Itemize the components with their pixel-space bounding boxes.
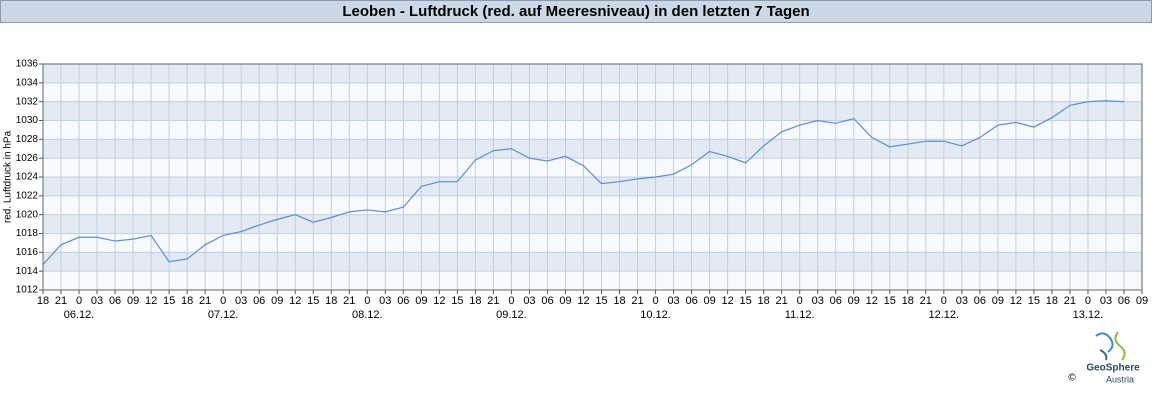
x-tick-label: 09 xyxy=(559,295,571,307)
x-tick-label: 21 xyxy=(343,295,355,307)
date-label: 08.12. xyxy=(352,309,383,321)
x-tick-label: 0 xyxy=(1085,295,1091,307)
grid-band xyxy=(43,252,1142,272)
x-tick-label: 06 xyxy=(830,295,842,307)
x-tick-label: 12 xyxy=(721,295,733,307)
copyright: © xyxy=(1068,373,1076,384)
date-label: 06.12. xyxy=(64,309,95,321)
y-tick-label: 1026 xyxy=(16,153,39,164)
x-tick-label: 06 xyxy=(541,295,553,307)
data-line xyxy=(42,100,1125,265)
x-tick-label: 0 xyxy=(652,295,658,307)
x-tick-label: 09 xyxy=(415,295,427,307)
logo-mark xyxy=(1095,331,1126,361)
grid-band xyxy=(43,101,1142,121)
x-tick-label: 21 xyxy=(487,295,499,307)
chart-title: Leoben - Luftdruck (red. auf Meeresnivea… xyxy=(342,3,809,20)
date-label: 11.12. xyxy=(785,309,815,321)
x-tick-label: 18 xyxy=(181,295,193,307)
x-tick-label: 18 xyxy=(469,295,481,307)
y-tick-label: 1036 xyxy=(16,59,39,70)
x-tick-label: 18 xyxy=(325,295,337,307)
x-tick-label: 0 xyxy=(508,295,514,307)
x-tick-label: 06 xyxy=(974,295,986,307)
plot-border xyxy=(42,63,1143,291)
x-tick-label: 03 xyxy=(1100,295,1112,307)
x-tick-label: 03 xyxy=(956,295,968,307)
x-tick-label: 15 xyxy=(740,295,752,307)
x-tick-label: 21 xyxy=(55,295,67,307)
x-tick-label: 0 xyxy=(76,295,82,307)
x-tick-label: 06 xyxy=(109,295,121,307)
x-tick-label: 03 xyxy=(812,295,824,307)
logo-name: GeoSphere xyxy=(1086,363,1140,374)
y-tick-label: 1024 xyxy=(16,172,39,183)
x-tick-label: 18 xyxy=(613,295,625,307)
date-label: 10.12. xyxy=(640,309,671,321)
x-tick-label: 18 xyxy=(37,295,49,307)
x-tick-label: 12 xyxy=(577,295,589,307)
x-tick-label: 0 xyxy=(364,295,370,307)
y-tick-label: 1020 xyxy=(16,209,39,220)
x-tick-label: 12 xyxy=(866,295,878,307)
y-tick-label: 1030 xyxy=(16,115,39,126)
x-tick-label: 21 xyxy=(631,295,643,307)
x-tick-label: 15 xyxy=(595,295,607,307)
x-tick-label: 03 xyxy=(667,295,679,307)
x-tick-label: 06 xyxy=(685,295,697,307)
date-label: 07.12. xyxy=(208,309,239,321)
x-tick-label: 21 xyxy=(920,295,932,307)
x-tick-label: 09 xyxy=(271,295,283,307)
grid-band xyxy=(43,64,1142,83)
x-tick-label: 03 xyxy=(91,295,103,307)
x-tick-label: 0 xyxy=(941,295,947,307)
y-tick-label: 1016 xyxy=(16,247,39,258)
x-tick-label: 12 xyxy=(289,295,301,307)
x-tick-label: 0 xyxy=(220,295,226,307)
y-tick-label: 1018 xyxy=(16,228,39,239)
x-tick-label: 09 xyxy=(992,295,1004,307)
x-tick-label: 15 xyxy=(163,295,175,307)
x-tick-label: 15 xyxy=(884,295,896,307)
x-tick-label: 18 xyxy=(1046,295,1058,307)
y-axis-label: red. Luftdruck in hPa xyxy=(3,130,14,223)
x-tick-label: 06 xyxy=(253,295,265,307)
logo-sub: Austria xyxy=(1106,374,1134,384)
x-tick-label: 21 xyxy=(1064,295,1076,307)
x-tick-label: 03 xyxy=(235,295,247,307)
x-tick-label: 15 xyxy=(1028,295,1040,307)
y-tick-label: 1028 xyxy=(16,134,39,145)
x-tick-label: 12 xyxy=(1010,295,1022,307)
y-tick-label: 1012 xyxy=(16,285,39,296)
y-tick-label: 1034 xyxy=(16,77,39,88)
y-tick-label: 1014 xyxy=(16,266,39,277)
x-tick-label: 15 xyxy=(307,295,319,307)
grid-band xyxy=(43,177,1142,196)
x-tick-label: 0 xyxy=(797,295,803,307)
grid-band xyxy=(43,139,1142,159)
x-tick-label: 18 xyxy=(758,295,770,307)
x-tick-label: 03 xyxy=(523,295,535,307)
x-tick-label: 09 xyxy=(703,295,715,307)
x-tick-label: 09 xyxy=(848,295,860,307)
date-label: 09.12. xyxy=(496,309,527,321)
x-tick-label: 18 xyxy=(902,295,914,307)
y-tick-label: 1022 xyxy=(16,190,39,201)
x-tick-label: 21 xyxy=(199,295,211,307)
grid-band xyxy=(43,214,1142,234)
x-tick-label: 12 xyxy=(145,295,157,307)
x-tick-label: 12 xyxy=(433,295,445,307)
x-tick-label: 09 xyxy=(1136,295,1148,307)
x-tick-label: 21 xyxy=(776,295,788,307)
date-label: 13.12. xyxy=(1073,309,1104,321)
date-label: 12.12. xyxy=(929,309,960,321)
x-tick-label: 03 xyxy=(379,295,391,307)
x-tick-label: 06 xyxy=(397,295,409,307)
x-tick-label: 09 xyxy=(127,295,139,307)
x-tick-label: 15 xyxy=(451,295,463,307)
x-tick-label: 06 xyxy=(1118,295,1130,307)
y-tick-label: 1032 xyxy=(16,96,39,107)
